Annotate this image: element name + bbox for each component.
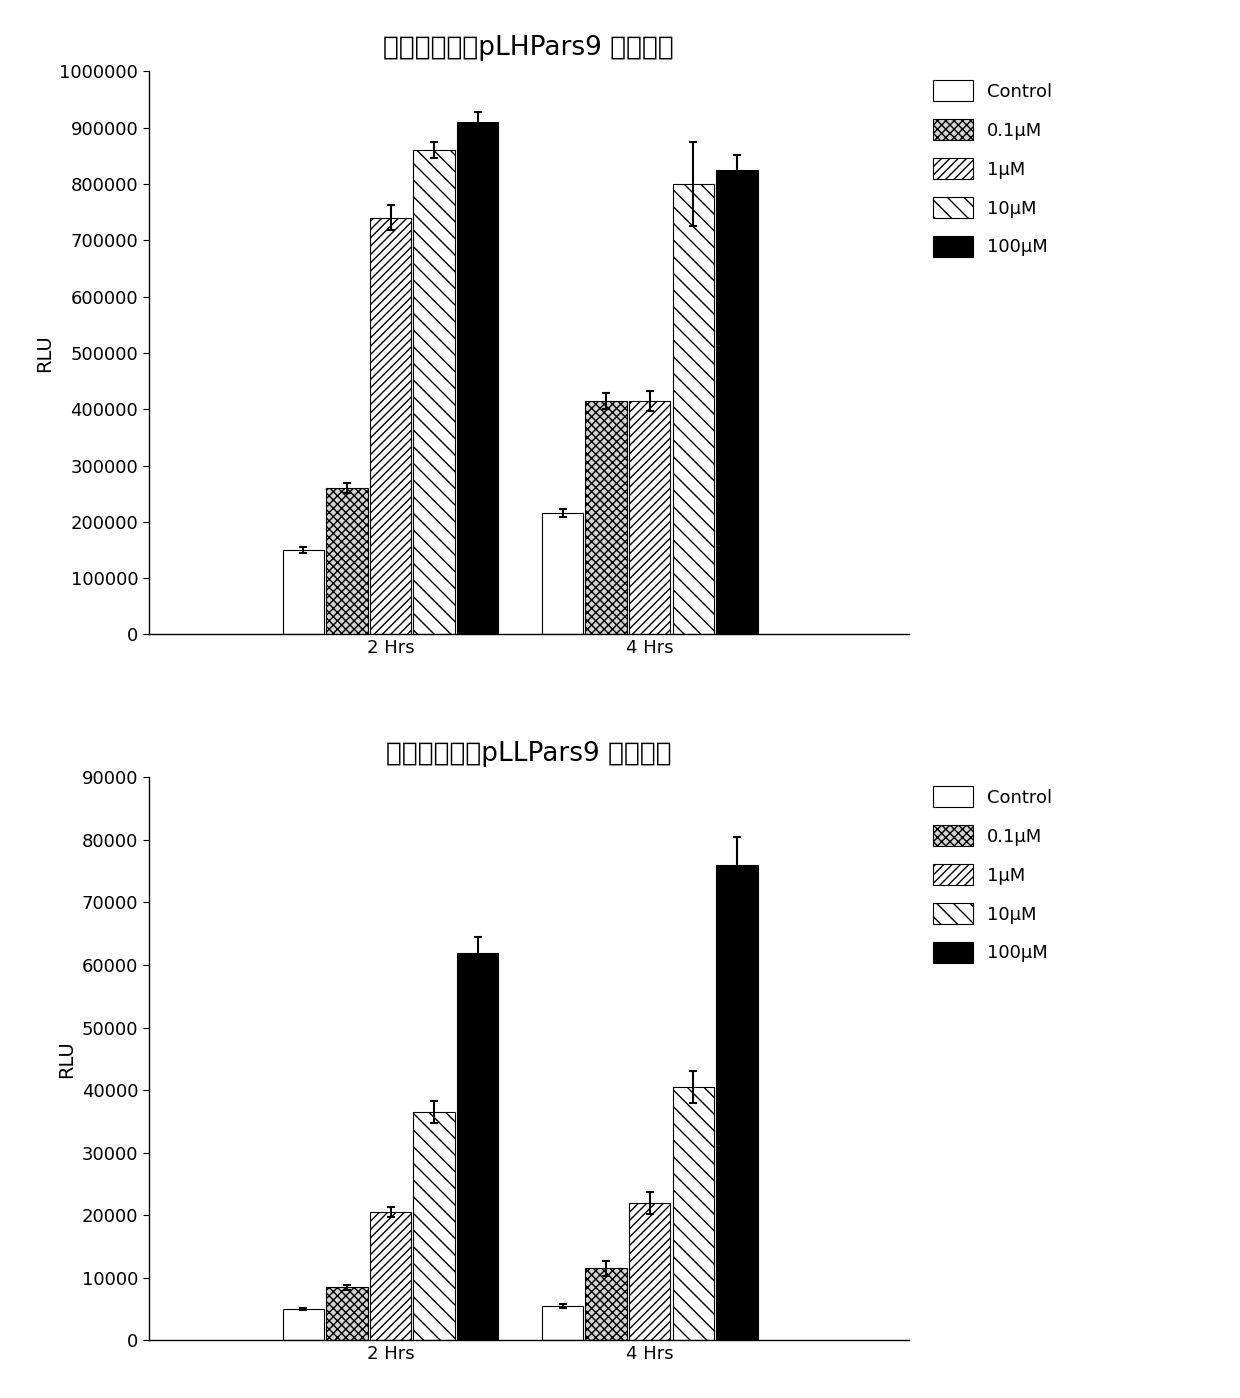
- Title: 亚砥酸盐处理pLLPars9 转化细胞: 亚砥酸盐处理pLLPars9 转化细胞: [386, 741, 672, 766]
- Bar: [715, 171, 758, 635]
- Bar: [413, 150, 455, 635]
- Bar: [283, 549, 324, 635]
- Bar: [585, 1268, 627, 1341]
- Legend: Control, 0.1μM, 1μM, 10μM, 100μM: Control, 0.1μM, 1μM, 10μM, 100μM: [934, 81, 1053, 257]
- Bar: [370, 1212, 412, 1341]
- Bar: [456, 952, 498, 1341]
- Y-axis label: RLU: RLU: [57, 1040, 76, 1078]
- Bar: [370, 218, 412, 635]
- Bar: [542, 513, 583, 635]
- Y-axis label: RLU: RLU: [35, 334, 53, 372]
- Bar: [629, 1202, 671, 1341]
- Bar: [672, 185, 714, 635]
- Bar: [672, 1088, 714, 1341]
- Legend: Control, 0.1μM, 1μM, 10μM, 100μM: Control, 0.1μM, 1μM, 10μM, 100μM: [934, 786, 1053, 963]
- Bar: [715, 865, 758, 1341]
- Bar: [326, 488, 368, 635]
- Bar: [413, 1111, 455, 1341]
- Bar: [456, 122, 498, 635]
- Bar: [542, 1306, 583, 1341]
- Bar: [326, 1288, 368, 1341]
- Bar: [629, 401, 671, 635]
- Bar: [585, 401, 627, 635]
- Bar: [283, 1309, 324, 1341]
- Title: 亚砥酸盐处理pLHPars9 转化细胞: 亚砥酸盐处理pLHPars9 转化细胞: [383, 35, 675, 60]
